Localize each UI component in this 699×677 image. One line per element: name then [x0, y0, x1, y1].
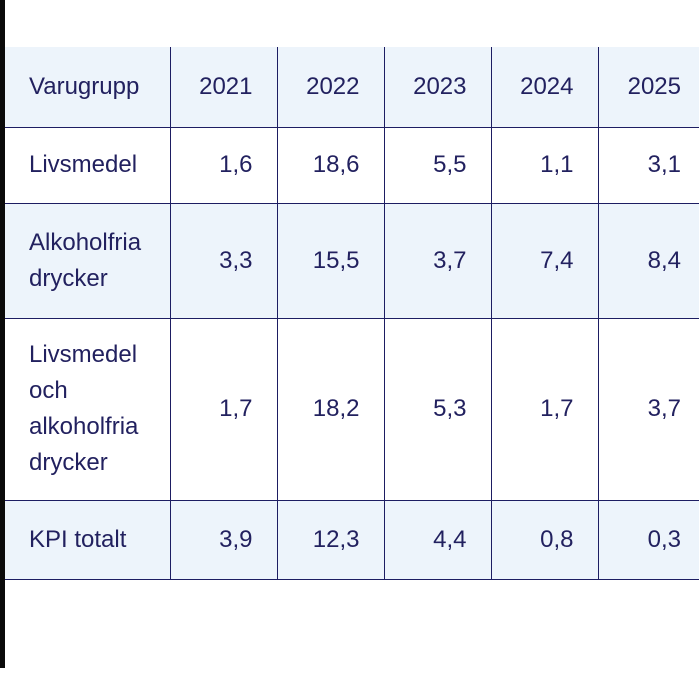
value-cell: 0,8 — [490, 499, 599, 580]
table-header-row: Varugrupp 2021 2022 2023 2024 2025 — [5, 47, 699, 128]
value-cell: 12,3 — [276, 499, 385, 580]
value-cell: 3,9 — [169, 499, 278, 580]
value-cell: 15,5 — [276, 202, 385, 319]
table-body: Livsmedel 1,6 18,6 5,5 1,1 3,1 Alkoholfria dry… — [5, 127, 699, 580]
value-cell: 1,7 — [490, 317, 599, 501]
value-cell: 18,6 — [276, 127, 385, 204]
value-cell: 18,2 — [276, 317, 385, 501]
table-row: Alkoholfria drycker 3,3 15,5 3,7 7,4 8,4 — [5, 202, 699, 319]
row-label-cell: Livsmedel — [5, 127, 171, 204]
value-cell: 0,3 — [597, 499, 699, 580]
header-cell-year: 2024 — [490, 47, 599, 128]
header-cell-year: 2023 — [383, 47, 492, 128]
value-cell: 3,1 — [597, 127, 699, 204]
value-cell: 3,7 — [383, 202, 492, 319]
value-cell: 5,3 — [383, 317, 492, 501]
value-cell: 8,4 — [597, 202, 699, 319]
cpi-by-varugrupp-table: Varugrupp 2021 2022 2023 2024 2025 Livsmedel 1… — [5, 47, 699, 580]
value-cell: 1,7 — [169, 317, 278, 501]
value-cell: 3,7 — [597, 317, 699, 501]
value-cell: 7,4 — [490, 202, 599, 319]
table-row: KPI totalt 3,9 12,3 4,4 0,8 0,3 — [5, 499, 699, 580]
header-cell-year: 2021 — [169, 47, 278, 128]
header-cell-year: 2022 — [276, 47, 385, 128]
value-cell: 3,3 — [169, 202, 278, 319]
table-row: Livsmedel 1,6 18,6 5,5 1,1 3,1 — [5, 127, 699, 204]
row-label-cell: KPI totalt — [5, 499, 171, 580]
row-label-cell: Alkoholfria drycker — [5, 202, 171, 319]
value-cell: 1,6 — [169, 127, 278, 204]
value-cell: 1,1 — [490, 127, 599, 204]
value-cell: 4,4 — [383, 499, 492, 580]
header-cell-label: Varugrupp — [5, 47, 171, 128]
left-edge-bar — [0, 0, 5, 668]
row-label-cell: Livsmedel och alkoholfria drycker — [5, 317, 171, 501]
table-row: Livsmedel och alkoholfria drycker 1,7 18,2… — [5, 317, 699, 501]
header-cell-year: 2025 — [597, 47, 699, 128]
value-cell: 5,5 — [383, 127, 492, 204]
